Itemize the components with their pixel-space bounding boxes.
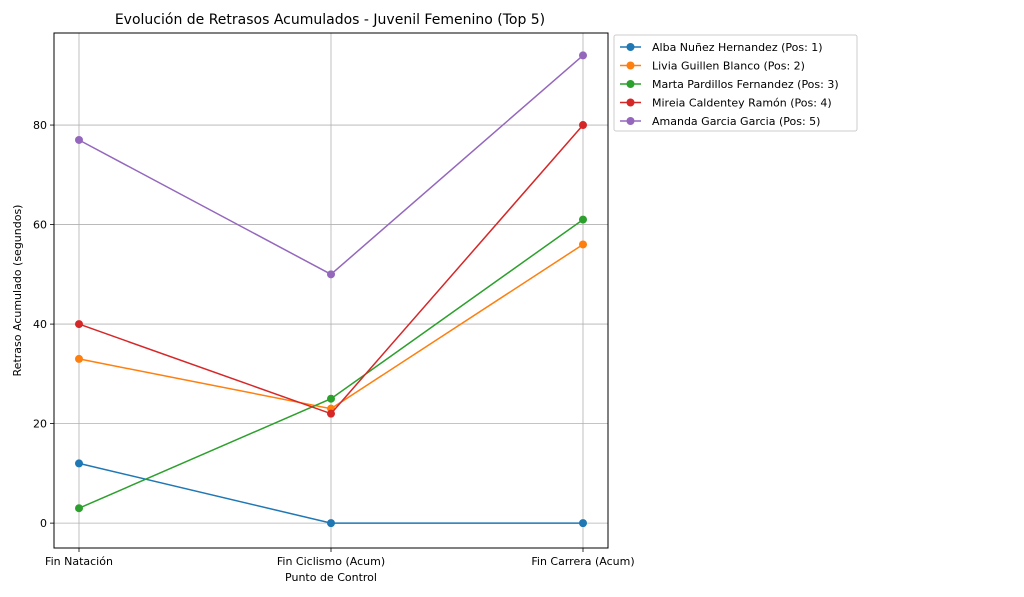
data-point	[579, 121, 587, 130]
legend-marker	[626, 98, 635, 107]
data-point	[579, 51, 587, 60]
legend-label: Mireia Caldentey Ramón (Pos: 4)	[652, 97, 832, 110]
y-tick-label: 80	[33, 119, 47, 132]
tick-layer: Fin Natación Fin Ciclismo (Acum) Fin Carre…	[33, 119, 635, 568]
legend-marker	[626, 80, 635, 88]
y-tick-label: 40	[33, 318, 47, 331]
legend-label: Alba Nuñez Hernandez (Pos: 1)	[652, 41, 823, 54]
data-point	[75, 135, 83, 144]
y-tick-label: 0	[40, 517, 47, 530]
data-point	[75, 354, 83, 363]
legend-entry: Amanda Garcia Garcia (Pos: 5)	[620, 115, 820, 128]
data-point	[579, 215, 587, 224]
legend-marker	[626, 117, 635, 125]
legend-marker	[626, 43, 635, 51]
legend-entry: Livia Guillen Blanco (Pos: 2)	[620, 60, 805, 73]
y-axis-label: Retraso Acumulado (segundos)	[11, 205, 24, 377]
x-tick-label: Fin Ciclismo (Acum)	[277, 555, 385, 568]
legend-label: Marta Pardillos Fernandez (Pos: 3)	[652, 78, 839, 91]
x-tick-label: Fin Natación	[45, 555, 113, 568]
series-layer	[75, 51, 587, 528]
legend-entry: Marta Pardillos Fernandez (Pos: 3)	[620, 78, 839, 91]
legend-entry: Mireia Caldentey Ramón (Pos: 4)	[620, 97, 832, 110]
data-point	[327, 519, 335, 528]
data-point	[579, 519, 587, 528]
y-tick-label: 60	[33, 219, 47, 232]
x-axis-label: Punto de Control	[285, 571, 377, 584]
series-5	[75, 51, 587, 279]
legend: Alba Nuñez Hernandez (Pos: 1) Livia Guill…	[613, 34, 858, 132]
legend-marker	[626, 61, 635, 70]
data-point	[327, 270, 335, 279]
y-tick-label: 20	[33, 418, 47, 431]
legend-label: Livia Guillen Blanco (Pos: 2)	[652, 60, 805, 73]
legend-frame	[613, 34, 858, 132]
x-tick-label: Fin Carrera (Acum)	[531, 555, 634, 568]
series-1	[75, 459, 587, 528]
data-point	[579, 240, 587, 249]
data-point	[75, 504, 83, 513]
grid-layer	[54, 33, 608, 548]
series-3	[75, 215, 587, 513]
data-point	[75, 320, 83, 329]
data-point	[327, 394, 335, 403]
legend-label: Amanda Garcia Garcia (Pos: 5)	[652, 115, 820, 128]
legend-entry: Alba Nuñez Hernandez (Pos: 1)	[620, 41, 823, 54]
data-point	[327, 409, 335, 418]
data-point	[75, 459, 83, 468]
chart-title: Evolución de Retrasos Acumulados - Juven…	[115, 12, 545, 28]
series-4	[75, 121, 587, 418]
